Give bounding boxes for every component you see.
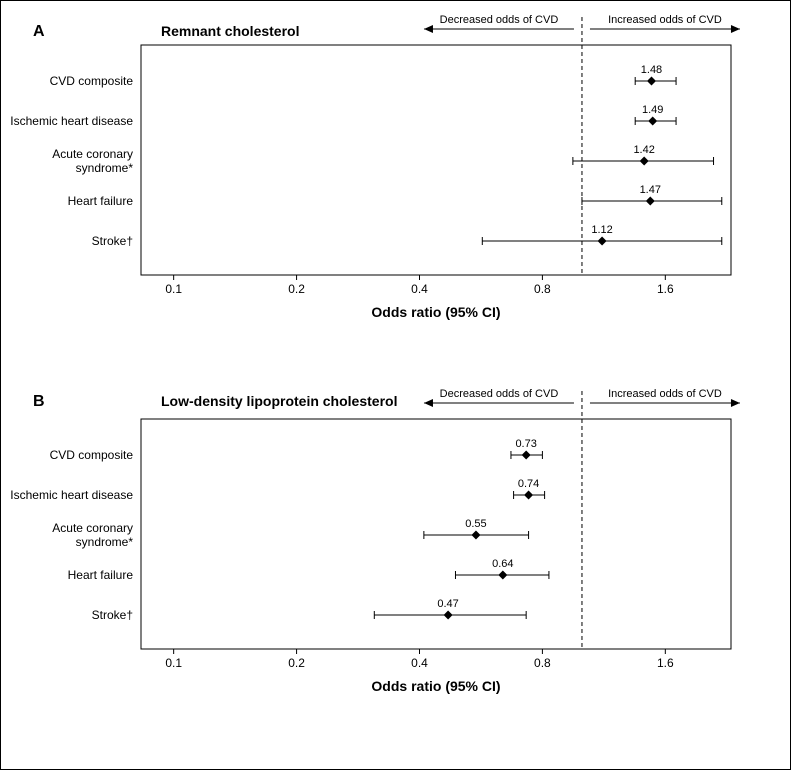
point-label: 1.47 <box>640 184 661 196</box>
point-label: 0.55 <box>465 518 486 530</box>
x-tick-label: 0.8 <box>534 282 551 296</box>
row-label: Ischemic heart disease <box>10 114 133 128</box>
forest-plot-svg: Decreased odds of CVD Increased odds of C… <box>1 1 791 771</box>
row-label: Acute coronary <box>52 147 133 161</box>
row-label: Stroke† <box>92 234 133 248</box>
point-marker <box>647 77 656 86</box>
row-label: Heart failure <box>68 568 134 582</box>
increased-label: Increased odds of CVD <box>608 14 722 26</box>
point-marker <box>640 157 649 166</box>
point-marker <box>648 117 657 126</box>
x-tick-label: 0.1 <box>165 656 182 670</box>
point-label: 1.48 <box>641 64 662 76</box>
decreased-label: Decreased odds of CVD <box>440 388 559 400</box>
x-tick-label: 1.6 <box>657 656 674 670</box>
row-label: syndrome* <box>76 535 134 549</box>
point-marker <box>598 237 607 246</box>
point-label: 0.64 <box>492 558 513 570</box>
point-marker <box>471 531 480 540</box>
x-axis-label: Odds ratio (95% CI) <box>371 304 500 320</box>
row-label: Acute coronary <box>52 521 133 535</box>
point-label: 1.49 <box>642 104 663 116</box>
x-tick-label: 0.2 <box>288 282 305 296</box>
point-marker <box>522 451 531 460</box>
increased-arrow-head <box>731 25 740 33</box>
row-label: Heart failure <box>68 194 134 208</box>
point-marker <box>646 197 655 206</box>
increased-label: Increased odds of CVD <box>608 388 722 400</box>
row-label: Stroke† <box>92 608 133 622</box>
row-label: CVD composite <box>50 448 134 462</box>
point-label: 0.47 <box>437 598 458 610</box>
increased-arrow-head <box>731 399 740 407</box>
row-label: syndrome* <box>76 161 134 175</box>
point-label: 1.12 <box>591 224 612 236</box>
x-tick-label: 0.4 <box>411 282 428 296</box>
decreased-arrow-head <box>424 399 433 407</box>
point-marker <box>498 571 507 580</box>
x-tick-label: 0.1 <box>165 282 182 296</box>
point-marker <box>524 491 533 500</box>
decreased-arrow-head <box>424 25 433 33</box>
point-label: 0.74 <box>518 478 539 490</box>
point-label: 0.73 <box>515 438 536 450</box>
point-label: 1.42 <box>633 144 654 156</box>
figure-frame: A Remnant cholesterol B Low-density lipo… <box>0 0 791 770</box>
decreased-label: Decreased odds of CVD <box>440 14 559 26</box>
x-axis-label: Odds ratio (95% CI) <box>371 678 500 694</box>
row-label: CVD composite <box>50 74 134 88</box>
row-label: Ischemic heart disease <box>10 488 133 502</box>
x-tick-label: 1.6 <box>657 282 674 296</box>
x-tick-label: 0.4 <box>411 656 428 670</box>
x-tick-label: 0.8 <box>534 656 551 670</box>
point-marker <box>444 611 453 620</box>
x-tick-label: 0.2 <box>288 656 305 670</box>
